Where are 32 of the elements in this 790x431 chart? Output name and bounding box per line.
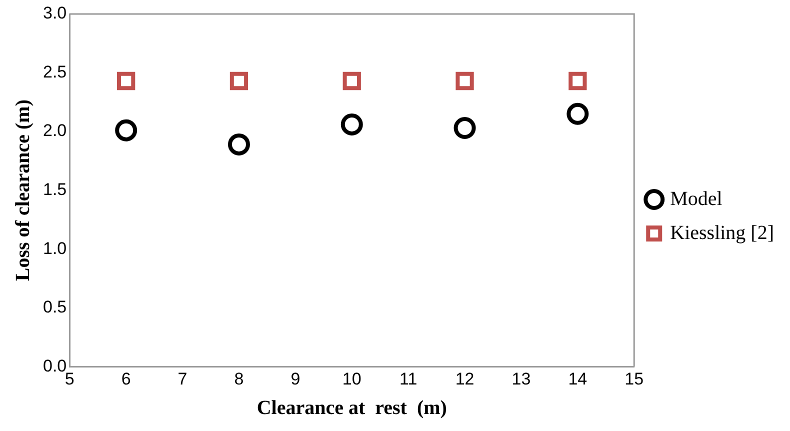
y-tick-label: 3.0 [42,4,67,23]
y-tick-label: 0.5 [42,298,67,317]
x-tick-label: 6 [121,369,131,388]
point [340,113,363,136]
x-tick-label: 15 [624,369,644,388]
y-tick-label: 2.0 [42,121,67,140]
point [566,102,589,125]
x-tick-label: 14 [568,369,588,388]
x-tick-label: 9 [290,369,300,388]
point [117,72,136,90]
x-tick-label: 7 [178,369,188,388]
y-tick-label: 2.5 [42,62,67,82]
y-axis-title: Loss of clearance (m) [12,99,34,282]
x-tick-label: 8 [234,369,244,388]
y-tick-label: 0.0 [42,356,67,376]
x-tick-label: 5 [64,369,74,388]
legend-label: Model [670,188,723,210]
point [342,72,361,90]
point [228,133,250,156]
point [568,72,587,90]
x-axis-title: Clearance at rest (m) [256,397,447,420]
x-tick-label: 13 [512,369,531,388]
point [456,72,474,90]
point [230,72,248,90]
legend-label: Kiessling [2] [670,222,774,244]
x-tick-label: 11 [400,369,418,388]
point [115,119,138,142]
y-tick-label: 1.5 [42,180,67,199]
point [454,117,476,140]
y-tick-label: 1.0 [42,238,67,258]
x-tick-label: 10 [342,369,362,388]
x-tick-label: 12 [455,369,474,388]
